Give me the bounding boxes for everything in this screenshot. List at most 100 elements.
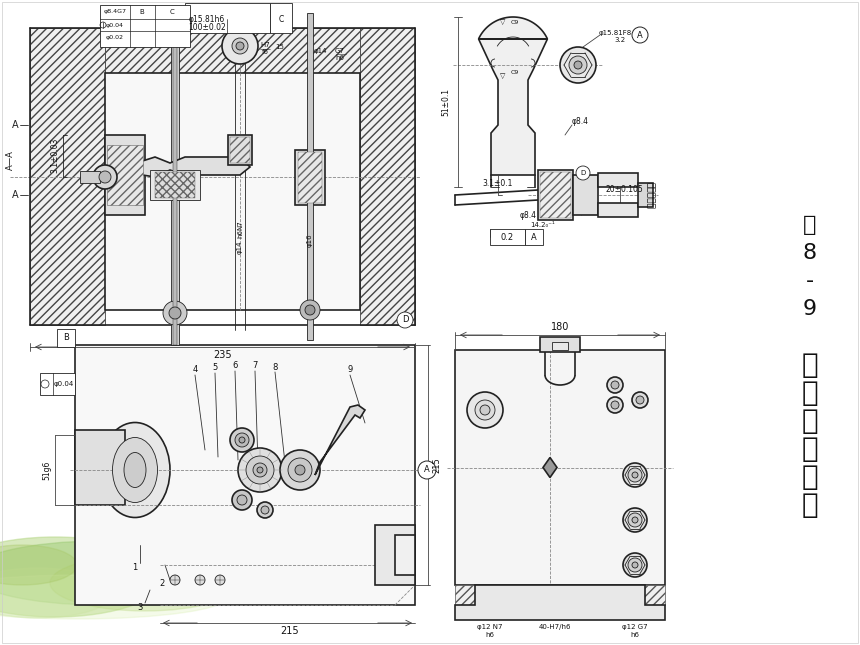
Circle shape: [99, 171, 111, 183]
Circle shape: [280, 450, 320, 490]
Circle shape: [632, 392, 648, 408]
Text: A: A: [12, 120, 18, 130]
Bar: [105, 135, 145, 215]
Text: ▽: ▽: [501, 73, 506, 79]
Text: 具: 具: [802, 491, 819, 519]
Text: 3.1±0.1: 3.1±0.1: [482, 179, 513, 188]
Text: φ0.04: φ0.04: [54, 381, 74, 387]
Circle shape: [257, 467, 263, 473]
Text: 235: 235: [213, 350, 232, 360]
Bar: [228, 135, 252, 165]
Text: 2: 2: [159, 579, 164, 588]
Bar: [538, 170, 573, 220]
Text: h6: h6: [237, 228, 243, 237]
Circle shape: [215, 575, 225, 585]
Text: φ15.81h6: φ15.81h6: [189, 15, 225, 25]
Text: 拨叉零件图: 拨叉零件图: [646, 181, 654, 208]
Text: φ14: φ14: [313, 48, 327, 54]
Text: φ14: φ14: [237, 240, 243, 253]
Bar: [105, 28, 360, 73]
Bar: [298, 152, 322, 203]
Circle shape: [232, 490, 252, 510]
Circle shape: [169, 307, 181, 319]
Bar: [173, 8, 177, 345]
Bar: [30, 28, 105, 325]
Circle shape: [475, 400, 495, 420]
Text: 100±0.02: 100±0.02: [188, 23, 226, 32]
Text: 15: 15: [275, 44, 285, 50]
Bar: [155, 172, 195, 198]
Text: 8: 8: [803, 243, 817, 263]
Ellipse shape: [100, 422, 170, 517]
Circle shape: [632, 27, 648, 43]
Circle shape: [611, 381, 619, 389]
Text: 3: 3: [138, 602, 143, 611]
Text: φ15.81F8: φ15.81F8: [599, 30, 631, 36]
Circle shape: [569, 56, 587, 74]
Ellipse shape: [50, 555, 240, 611]
Bar: [40, 373, 75, 395]
Bar: [638, 183, 653, 207]
Text: -: -: [806, 271, 814, 291]
Text: 20±0.105: 20±0.105: [605, 186, 643, 195]
Circle shape: [232, 38, 248, 54]
Circle shape: [237, 495, 247, 505]
Text: 3.2: 3.2: [614, 37, 625, 43]
Circle shape: [305, 305, 315, 315]
Text: 钉: 钉: [802, 407, 819, 435]
Circle shape: [230, 428, 254, 452]
Circle shape: [288, 458, 312, 482]
Text: 180: 180: [550, 322, 569, 332]
Circle shape: [170, 575, 180, 585]
Bar: [552, 342, 568, 350]
Circle shape: [480, 405, 490, 415]
Text: 8: 8: [273, 362, 278, 372]
Bar: [57, 329, 75, 347]
Text: 51g6: 51g6: [42, 461, 52, 480]
Ellipse shape: [0, 545, 77, 585]
Bar: [540, 337, 580, 352]
Circle shape: [93, 165, 117, 189]
Circle shape: [246, 456, 274, 484]
Text: A: A: [637, 30, 643, 39]
Bar: [270, 3, 292, 33]
Text: h6: h6: [486, 632, 494, 638]
Circle shape: [574, 61, 582, 69]
Circle shape: [467, 392, 503, 428]
Text: φ12 N7: φ12 N7: [477, 624, 503, 630]
Text: A: A: [12, 190, 18, 200]
Text: 拨: 拨: [802, 351, 819, 379]
Circle shape: [632, 517, 638, 523]
Text: φ12 G7: φ12 G7: [622, 624, 648, 630]
Text: 孔: 孔: [802, 435, 819, 463]
Circle shape: [253, 463, 267, 477]
Polygon shape: [130, 157, 250, 177]
Circle shape: [257, 502, 273, 518]
Text: N7: N7: [237, 220, 243, 230]
Bar: [107, 145, 143, 205]
Bar: [185, 3, 270, 33]
Bar: [525, 229, 543, 245]
Bar: [455, 585, 665, 605]
Circle shape: [623, 553, 647, 577]
Ellipse shape: [124, 453, 146, 488]
Text: φ16: φ16: [307, 233, 313, 247]
Circle shape: [632, 472, 638, 478]
Circle shape: [623, 508, 647, 532]
Text: 9: 9: [347, 366, 353, 375]
Text: 7: 7: [252, 361, 258, 370]
Ellipse shape: [0, 568, 113, 618]
Text: 6: 6: [232, 361, 237, 370]
Circle shape: [163, 301, 187, 325]
Bar: [100, 5, 190, 47]
Bar: [573, 175, 598, 215]
Text: D: D: [402, 315, 408, 324]
Circle shape: [397, 312, 413, 328]
Text: C9: C9: [511, 19, 519, 25]
Polygon shape: [455, 585, 665, 620]
Text: 215: 215: [280, 626, 299, 636]
Circle shape: [636, 396, 644, 404]
Bar: [455, 350, 665, 585]
Text: 1: 1: [132, 562, 138, 571]
Text: C: C: [279, 14, 284, 23]
